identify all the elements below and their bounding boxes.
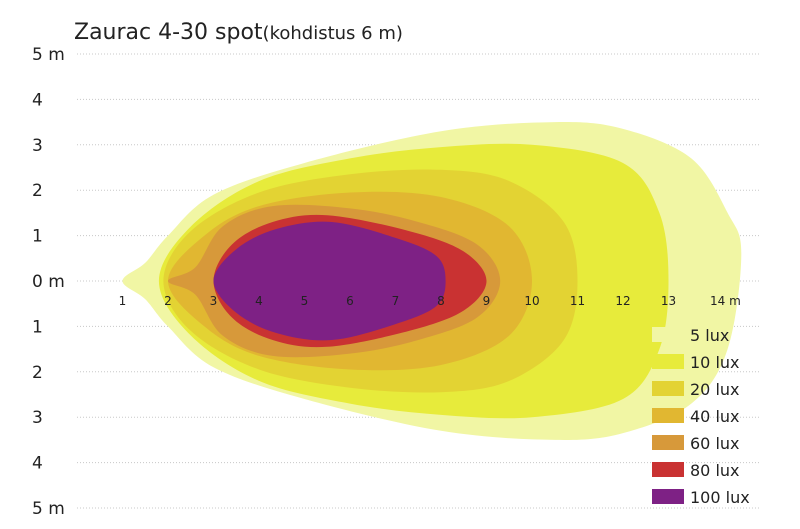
y-tick-label: 1 xyxy=(32,227,43,247)
legend-swatch-80-lux xyxy=(652,462,684,477)
x-tick-label: 7 xyxy=(392,294,400,308)
x-tick-label: 12 xyxy=(615,294,630,308)
legend-swatch-5-lux xyxy=(652,327,684,342)
y-tick-label: 1 xyxy=(32,317,43,337)
x-tick-label: 8 xyxy=(437,294,445,308)
y-tick-label: 4 xyxy=(32,90,43,110)
y-axis-tick-labels: 5 m 4 3 2 1 0 m 1 2 3 4 5 m xyxy=(32,45,65,519)
y-tick-label: 2 xyxy=(32,363,43,383)
y-tick-label: 5 m xyxy=(32,45,65,65)
x-tick-label: 4 xyxy=(255,294,263,308)
lux-areas xyxy=(122,122,742,440)
y-tick-label: 3 xyxy=(32,136,43,156)
legend-label: 10 lux xyxy=(690,353,740,372)
legend-label: 100 lux xyxy=(690,488,750,507)
legend-label: 20 lux xyxy=(690,380,740,399)
legend-swatch-20-lux xyxy=(652,381,684,396)
chart-subtitle: (kohdistus 6 m) xyxy=(263,23,403,44)
legend-label: 60 lux xyxy=(690,434,740,453)
x-tick-label: 13 xyxy=(661,294,676,308)
y-tick-label: 3 xyxy=(32,408,43,428)
x-tick-label: 1 xyxy=(119,294,127,308)
legend-label: 5 lux xyxy=(690,326,729,345)
x-tick-label: 14 m xyxy=(710,294,741,308)
x-tick-label: 6 xyxy=(346,294,354,308)
legend-swatch-60-lux xyxy=(652,435,684,450)
x-tick-label: 9 xyxy=(483,294,491,308)
legend-label: 80 lux xyxy=(690,461,740,480)
x-axis-tick-labels: 1 2 3 4 5 6 7 8 9 10 11 12 13 14 m xyxy=(119,294,741,308)
x-tick-label: 5 xyxy=(301,294,309,308)
y-tick-label: 0 m xyxy=(32,272,65,292)
y-tick-label: 2 xyxy=(32,181,43,201)
legend-label: 40 lux xyxy=(690,407,740,426)
legend-swatch-100-lux xyxy=(652,489,684,504)
x-tick-label: 3 xyxy=(210,294,218,308)
chart-title-main: Zaurac 4-30 spot xyxy=(74,20,263,45)
x-tick-label: 10 xyxy=(524,294,539,308)
y-tick-label: 4 xyxy=(32,454,43,474)
x-tick-label: 2 xyxy=(164,294,172,308)
legend: 5 lux 10 lux 20 lux 40 lux 60 lux 80 lux 100 l… xyxy=(652,326,750,507)
legend-swatch-40-lux xyxy=(652,408,684,423)
x-tick-label: 11 xyxy=(570,294,585,308)
legend-swatch-10-lux xyxy=(652,354,684,369)
y-tick-label: 5 m xyxy=(32,499,65,519)
chart-title: Zaurac 4-30 spot(kohdistus 6 m) xyxy=(74,20,403,45)
area-100-lux xyxy=(213,221,446,341)
